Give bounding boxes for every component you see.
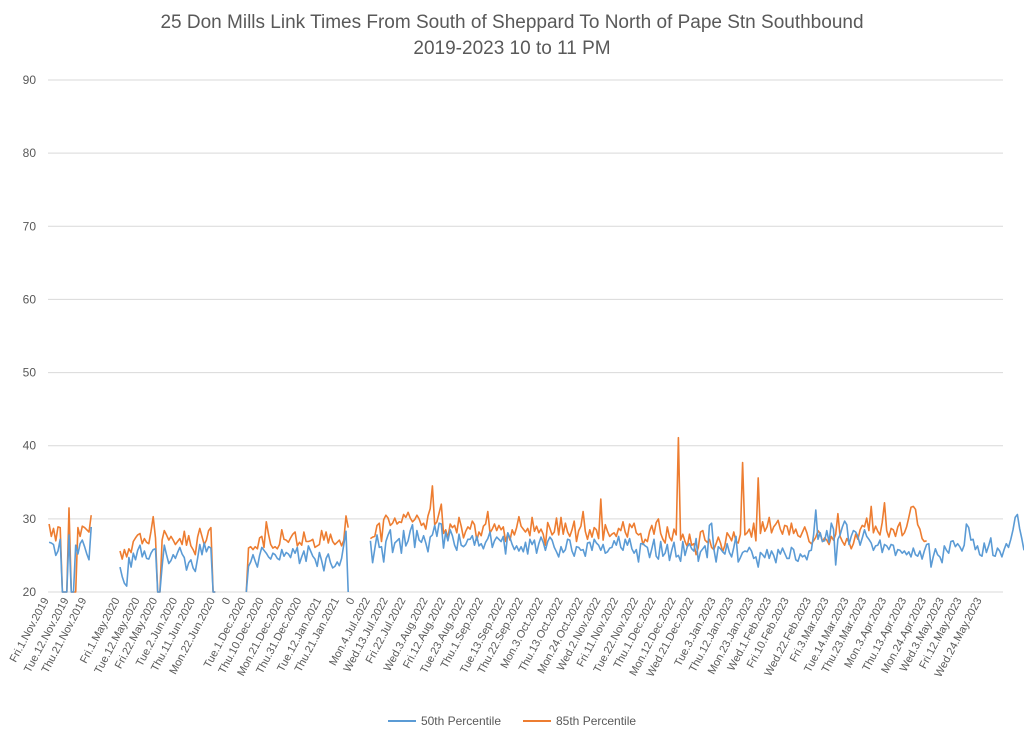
series-line-p50-segment-2 <box>245 530 349 593</box>
y-tick-label-80: 80 <box>23 146 37 160</box>
legend-item-p85: 85th Percentile <box>523 714 636 728</box>
series-line-p50-segment-1 <box>119 542 216 593</box>
y-tick-label-20: 20 <box>23 585 37 599</box>
legend-label-p85: 85th Percentile <box>556 714 637 728</box>
chart-subtitle: 2019-2023 10 to 11 PM <box>413 38 611 59</box>
y-tick-label-30: 30 <box>23 512 37 526</box>
legend-swatch-p85 <box>523 720 551 722</box>
y-tick-label-70: 70 <box>23 219 37 233</box>
series-line-p85-segment-2 <box>245 515 349 593</box>
chart-title: 25 Don Mills Link Times From South of Sh… <box>160 12 864 33</box>
series-line-p85-segment-1 <box>119 515 216 593</box>
legend-item-p50: 50th Percentile <box>387 714 501 728</box>
x-tick-label: 0 <box>344 596 357 607</box>
series-line-p50-segment-3 <box>369 509 1024 568</box>
y-tick-label-90: 90 <box>23 73 37 87</box>
y-tick-label-50: 50 <box>23 366 37 380</box>
chart-legend: 50th Percentile 85th Percentile <box>0 714 1024 728</box>
x-tick-label: 0 <box>220 596 233 607</box>
y-tick-label-60: 60 <box>23 292 37 306</box>
y-tick-label-40: 40 <box>23 439 37 453</box>
legend-label-p50: 50th Percentile <box>420 714 501 728</box>
series-line-p85-segment-3 <box>369 436 927 556</box>
series-line-p50-segment-0 <box>48 526 92 593</box>
legend-swatch-p50 <box>387 720 416 722</box>
